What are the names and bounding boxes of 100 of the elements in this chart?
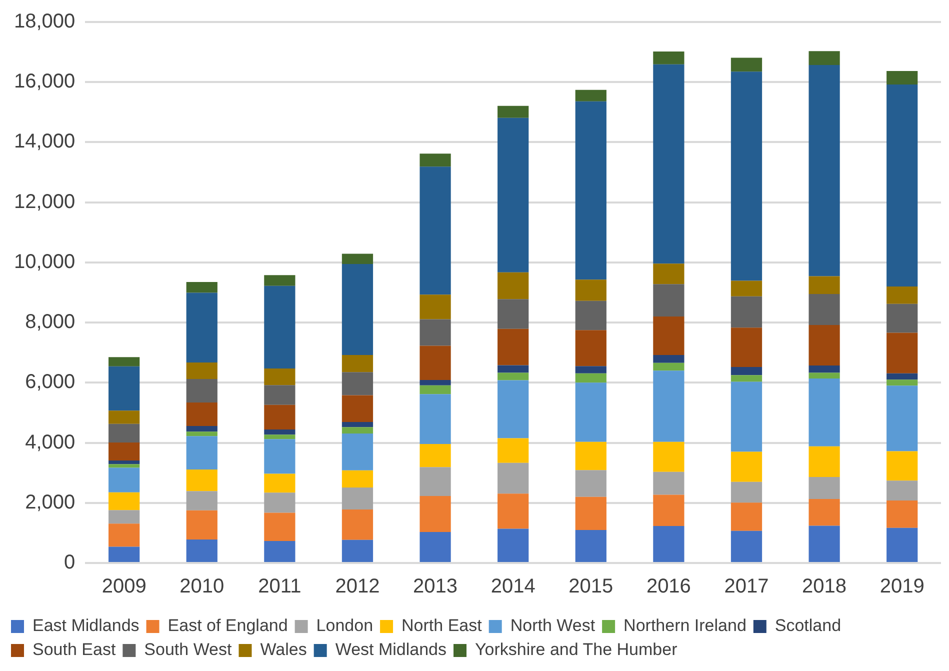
bar [886, 451, 918, 481]
bar [575, 496, 606, 530]
bar [342, 254, 374, 264]
bar [653, 526, 684, 562]
bar [575, 366, 606, 374]
bar [342, 355, 374, 372]
bar [264, 368, 296, 386]
x-tick-label: 2017 [724, 576, 769, 598]
bar [730, 72, 762, 281]
bar [730, 58, 762, 72]
bar [264, 512, 296, 542]
bar [498, 494, 529, 529]
bar [108, 546, 140, 562]
bar [420, 394, 451, 444]
legend-label: Yorkshire and The Humber [475, 640, 678, 660]
bar [186, 282, 218, 293]
bar [575, 442, 606, 470]
bar [186, 402, 218, 426]
y-tick-label: 4,000 [25, 431, 76, 454]
bar [186, 362, 218, 380]
bar [498, 299, 529, 329]
bar [186, 426, 218, 432]
bar [653, 316, 684, 356]
y-tick-label: 12,000 [14, 190, 76, 213]
legend-label: Wales [260, 640, 307, 660]
bar [730, 530, 762, 562]
bar [730, 382, 762, 452]
bar [808, 324, 840, 366]
bar [264, 430, 296, 435]
bar [575, 470, 606, 497]
bar [186, 432, 218, 436]
bar [575, 373, 606, 383]
bar [342, 427, 374, 434]
bar [342, 372, 374, 396]
bar [264, 434, 296, 440]
legend-label: Northern Ireland [624, 616, 746, 636]
bar [264, 474, 296, 493]
bar [498, 528, 529, 562]
bar [886, 332, 918, 374]
bar [108, 357, 140, 366]
bar [730, 502, 762, 531]
bar [730, 280, 762, 296]
bar [498, 272, 529, 300]
y-tick-label: 2,000 [25, 491, 76, 514]
bar [886, 500, 918, 528]
y-tick-label: 10,000 [14, 250, 76, 273]
x-tick-label: 2019 [880, 576, 924, 598]
bar [808, 276, 840, 294]
bar [264, 439, 296, 474]
bar [498, 438, 529, 463]
bar [575, 382, 606, 442]
legend-label: North East [402, 616, 482, 636]
bar [653, 64, 684, 264]
bar [108, 442, 140, 461]
bar [886, 304, 918, 333]
bar [886, 373, 918, 380]
bar [653, 442, 684, 472]
bar [420, 380, 451, 386]
bar [808, 477, 840, 499]
bar [808, 51, 840, 65]
legend-label: Scotland [774, 616, 842, 636]
bar [886, 84, 918, 286]
bar [653, 472, 684, 495]
bar [264, 541, 296, 562]
bar [730, 452, 762, 482]
bar [575, 330, 606, 366]
bar [108, 464, 140, 468]
bar [498, 118, 529, 272]
y-tick-label: 18,000 [14, 10, 76, 33]
x-tick-label: 2013 [413, 576, 458, 598]
bar [575, 530, 606, 562]
bar [808, 446, 840, 478]
bar [808, 294, 840, 325]
bar [186, 491, 218, 510]
bar [886, 380, 918, 386]
bar [808, 498, 840, 526]
bar [420, 346, 451, 380]
bar [264, 404, 296, 430]
y-tick-label: 6,000 [25, 371, 76, 394]
legend-label: South East [32, 640, 116, 660]
bar [808, 64, 840, 276]
bar [498, 380, 529, 438]
bar [420, 154, 451, 167]
bar [808, 526, 840, 562]
bar [653, 51, 684, 64]
bar [342, 510, 374, 540]
bar [264, 286, 296, 369]
x-tick-label: 2016 [646, 576, 691, 598]
bar [653, 264, 684, 284]
y-tick-label: 14,000 [14, 130, 76, 153]
bar [342, 395, 374, 422]
x-tick-label: 2014 [490, 576, 536, 598]
bar [342, 422, 374, 428]
legend-label: North West [510, 616, 596, 636]
x-tick-label: 2010 [180, 576, 224, 598]
bar [886, 480, 918, 500]
bar [186, 540, 218, 562]
x-tick-label: 2012 [335, 576, 380, 598]
y-tick-label: 0 [64, 552, 76, 574]
bar [498, 462, 529, 494]
